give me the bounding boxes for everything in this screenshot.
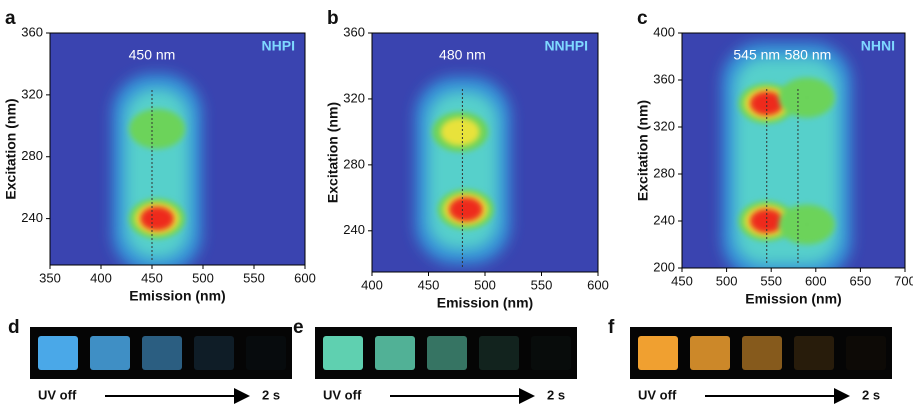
sample-name: NHPI: [262, 38, 295, 54]
x-tick-label: 600: [805, 273, 827, 288]
x-tick-label: 650: [850, 273, 872, 288]
x-axis-title: Emission (nm): [437, 295, 533, 311]
peak: [464, 207, 468, 211]
y-tick-label: 240: [653, 212, 675, 227]
y-tick-label: 280: [21, 148, 43, 163]
x-tick-label: 550: [531, 277, 553, 292]
photo-sample: [246, 336, 286, 370]
photo-sample: [142, 336, 182, 370]
x-tick-label: 600: [587, 277, 609, 292]
y-tick-label: 320: [343, 90, 365, 105]
peak-ring: [129, 108, 186, 149]
photo-sample: [690, 336, 730, 370]
photo-sample: [90, 336, 130, 370]
peak-ring: [749, 91, 784, 116]
photo-sample: [194, 336, 234, 370]
peak-ring: [778, 204, 835, 245]
y-tick-label: 320: [653, 118, 675, 133]
x-axis-title: Emission (nm): [129, 288, 225, 304]
annotation-label: 580 nm: [785, 47, 832, 63]
x-tick-label: 700: [894, 273, 913, 288]
y-tick-label: 280: [653, 165, 675, 180]
y-tick-label: 200: [653, 259, 675, 274]
x-tick-label: 500: [716, 273, 738, 288]
x-axis-title: Emission (nm): [745, 291, 841, 307]
y-axis-title: Excitation (nm): [635, 100, 651, 201]
peak-ring: [778, 77, 835, 118]
peak: [458, 130, 462, 134]
x-tick-label: 450: [141, 270, 163, 285]
panel-letter: c: [637, 8, 648, 29]
x-tick-label: 350: [39, 270, 61, 285]
y-tick-label: 360: [343, 24, 365, 39]
annotation-label: 480 nm: [439, 47, 486, 63]
heatmap: [415, 76, 511, 265]
end-label: 2 s: [262, 387, 280, 402]
panel-letter: d: [8, 317, 20, 338]
y-axis-title: Excitation (nm): [3, 98, 19, 199]
photo-sample: [742, 336, 782, 370]
heatmap: [721, 42, 852, 268]
start-label: UV off: [638, 387, 677, 402]
frame: [681, 32, 906, 269]
x-tick-label: 450: [418, 277, 440, 292]
y-tick-label: 400: [653, 24, 675, 39]
x-tick-label: 450: [671, 273, 693, 288]
start-label: UV off: [38, 387, 77, 402]
peak: [805, 223, 809, 227]
sample-name: NNHPI: [544, 38, 588, 54]
photo-sample: [531, 336, 571, 370]
y-tick-label: 240: [21, 210, 43, 225]
y-tick-label: 240: [343, 222, 365, 237]
panel-letter: a: [5, 8, 16, 29]
end-label: 2 s: [862, 387, 880, 402]
photo-sample: [794, 336, 834, 370]
photo-sample: [479, 336, 519, 370]
x-tick-label: 550: [760, 273, 782, 288]
photo-sample: [846, 336, 886, 370]
start-label: UV off: [323, 387, 362, 402]
y-tick-label: 360: [21, 24, 43, 39]
x-tick-label: 400: [361, 277, 383, 292]
end-label: 2 s: [547, 387, 565, 402]
photo-sample: [323, 336, 363, 370]
y-tick-label: 360: [653, 71, 675, 86]
annotation-label: 450 nm: [129, 47, 176, 63]
photo-sample: [427, 336, 467, 370]
photo-sample: [638, 336, 678, 370]
photo-sample: [38, 336, 78, 370]
y-axis-title: Excitation (nm): [325, 102, 341, 203]
y-tick-label: 280: [343, 156, 365, 171]
peak: [805, 96, 809, 100]
frame: [49, 32, 306, 266]
sample-name: NHNI: [861, 38, 895, 54]
annotation-label: 545 nm: [733, 47, 780, 63]
panel-letter: b: [327, 8, 339, 29]
x-tick-label: 500: [474, 277, 496, 292]
peak: [155, 217, 159, 221]
panel-letter: f: [608, 317, 615, 338]
peak-ring: [440, 117, 480, 146]
panel-letter: e: [293, 317, 304, 338]
x-tick-label: 600: [294, 270, 316, 285]
peak: [155, 127, 159, 131]
peak-ring: [448, 197, 483, 222]
x-tick-label: 400: [90, 270, 112, 285]
y-tick-label: 320: [21, 86, 43, 101]
heatmap: [112, 73, 203, 265]
x-tick-label: 500: [192, 270, 214, 285]
photo-sample: [375, 336, 415, 370]
x-tick-label: 550: [243, 270, 265, 285]
peak-ring: [140, 206, 174, 231]
